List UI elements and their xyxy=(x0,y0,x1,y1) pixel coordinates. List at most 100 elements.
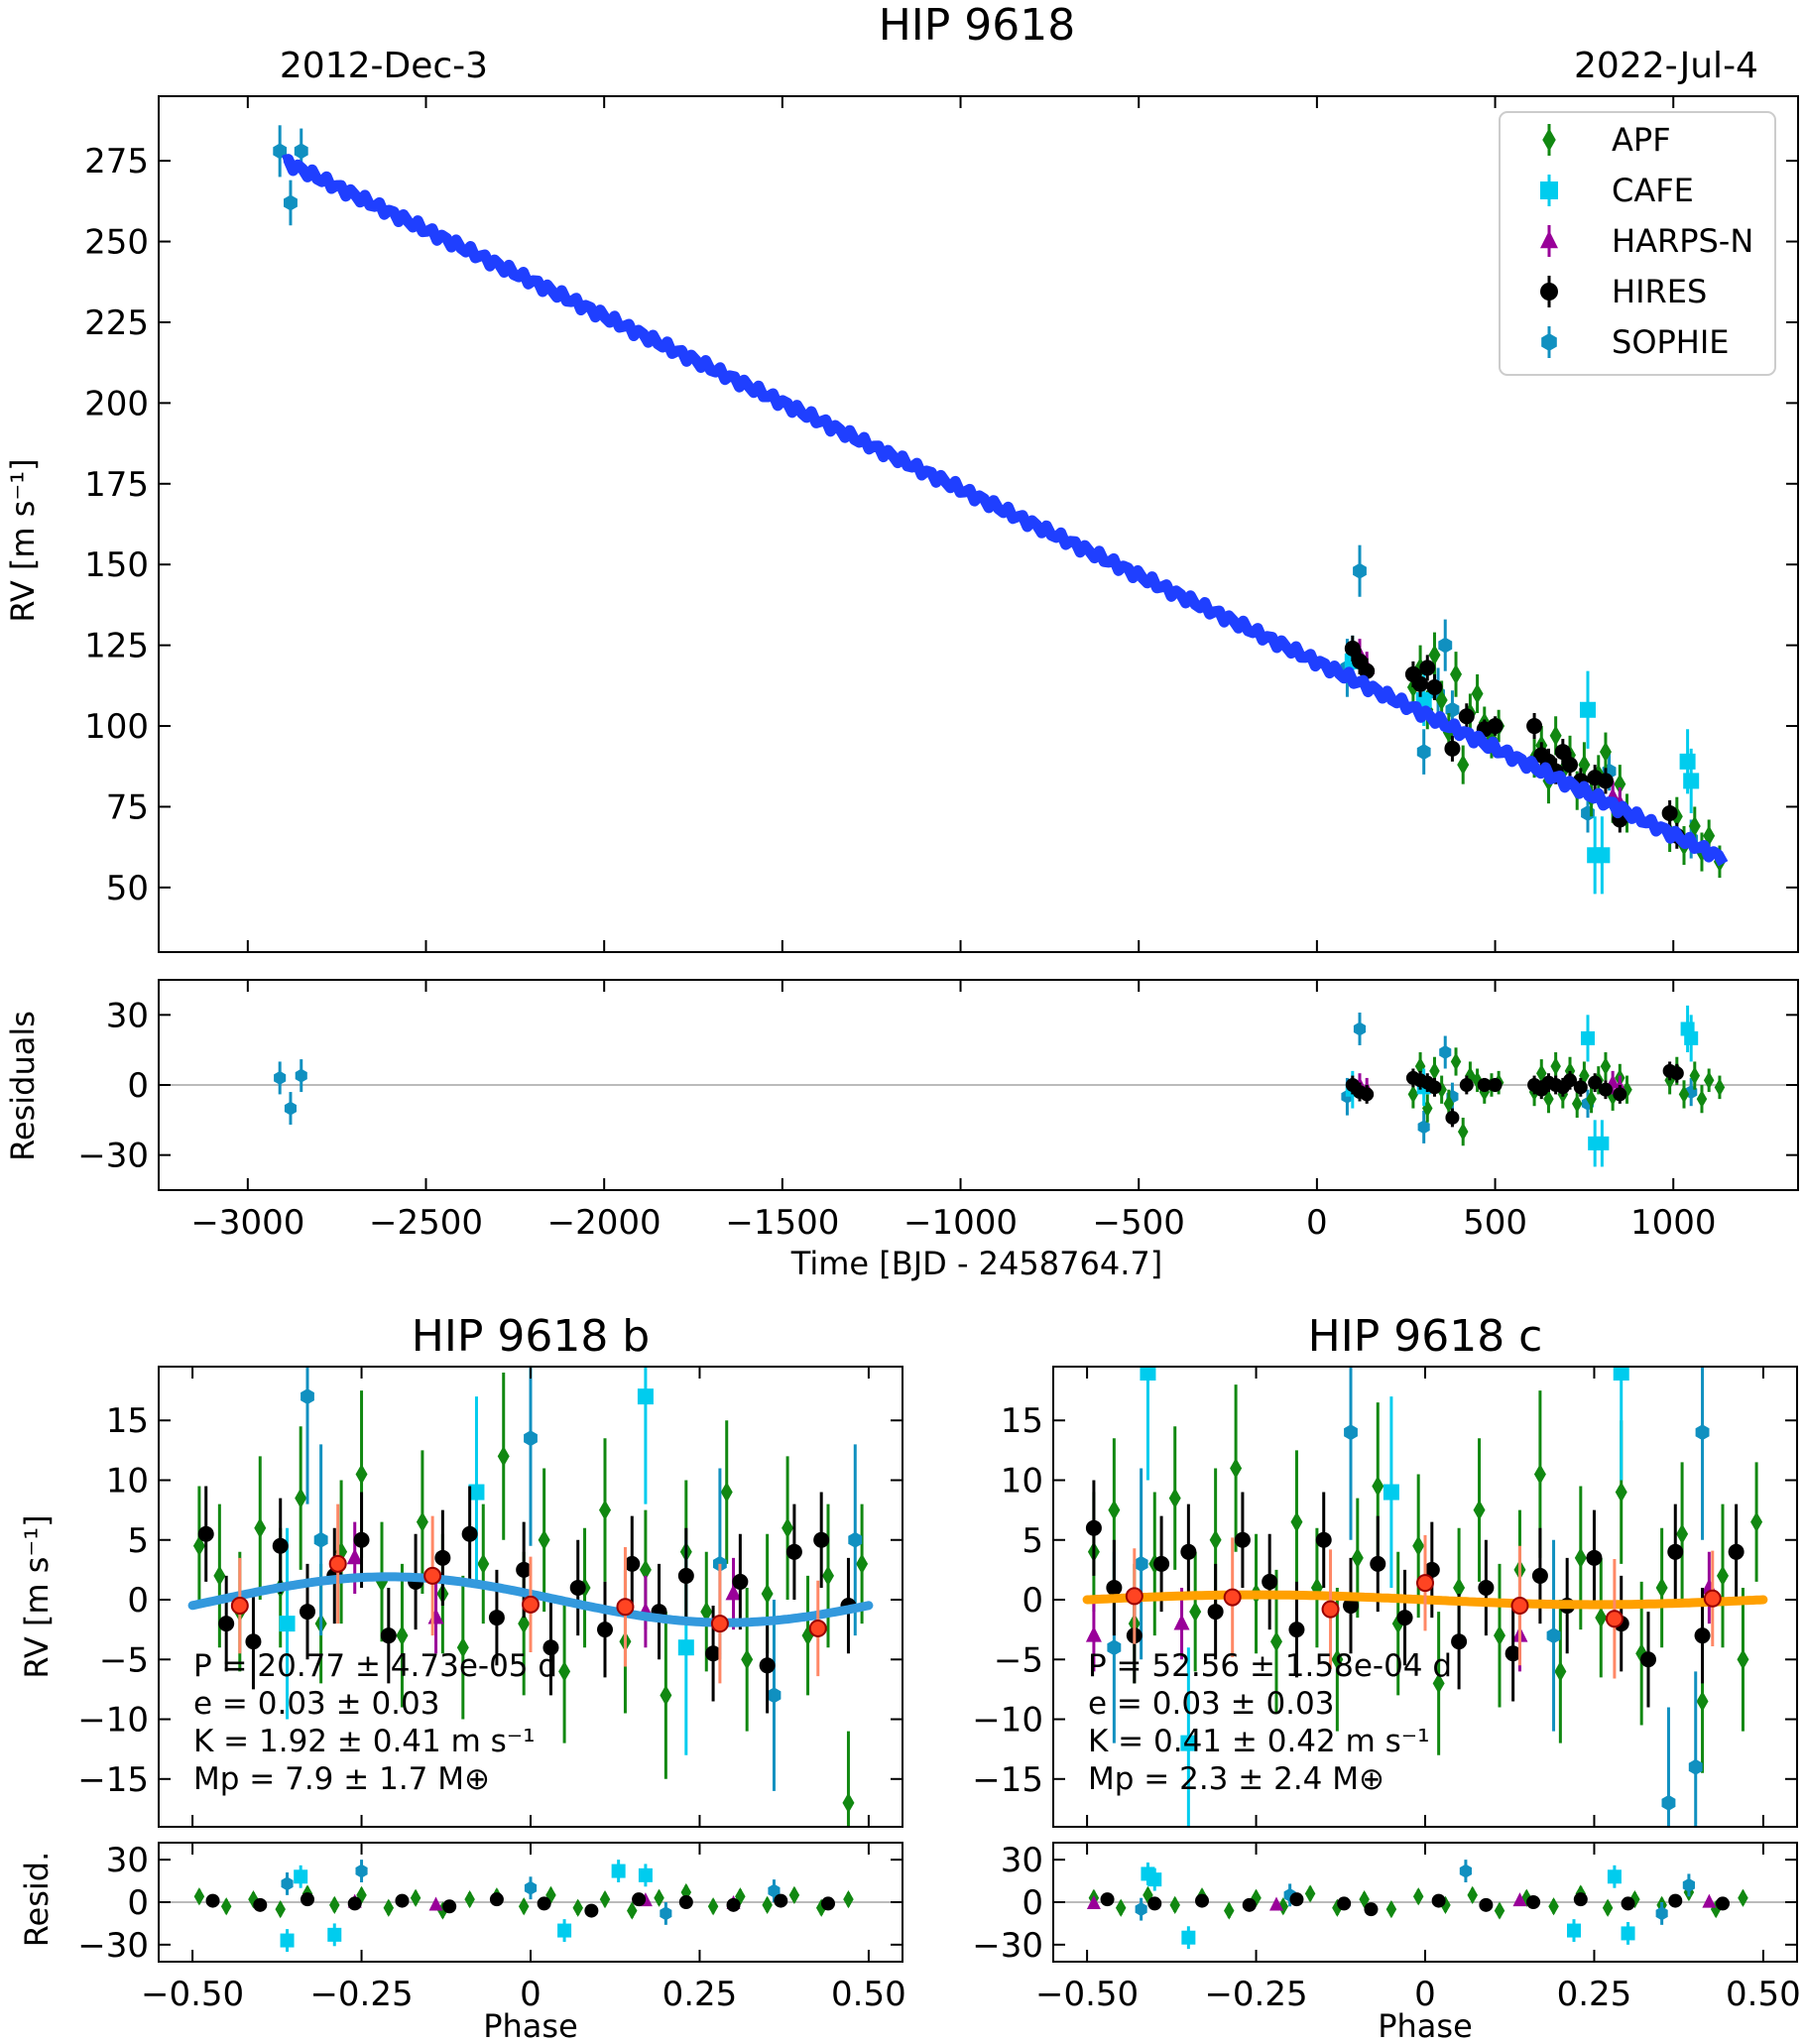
data-point xyxy=(1450,1052,1462,1071)
ticks: −3000 −2500 −2000 −1500 −1000 −500 0 500 1000 −30… xyxy=(77,980,1798,1243)
axes-frame xyxy=(158,95,1799,953)
x-tick-label: 0 xyxy=(520,1975,542,2014)
data-point xyxy=(1269,1896,1283,1911)
data-point xyxy=(1543,1090,1554,1109)
x-tick-label: 0.50 xyxy=(1726,1975,1801,2014)
data-point xyxy=(1598,1082,1613,1097)
y-tick-label: −10 xyxy=(972,1701,1043,1741)
data-point xyxy=(632,1892,647,1907)
y-tick-label: 75 xyxy=(106,787,149,827)
data-point xyxy=(329,1895,340,1914)
x-tick-label: 0.50 xyxy=(831,1975,906,2014)
y-tick-label: 0 xyxy=(1022,1883,1043,1923)
y-tick-label: −15 xyxy=(77,1760,149,1800)
date-start-label: 2012-Dec-3 xyxy=(280,46,488,86)
binned-point xyxy=(1605,1610,1624,1628)
data-point xyxy=(248,1890,259,1909)
data-point xyxy=(1688,815,1701,837)
data-point xyxy=(1270,1630,1282,1652)
phase-b-panel: −15 −10 −5 0 5 10 15 xyxy=(77,1366,903,1828)
legend-marker-cafe xyxy=(1540,181,1558,199)
data-point xyxy=(1655,1577,1668,1599)
planet-c-period: P = 52.56 ± 1.58e-04 d xyxy=(1088,1648,1452,1684)
data-point xyxy=(1209,1529,1222,1551)
data-point xyxy=(295,1488,307,1508)
plot-area xyxy=(193,1860,854,1952)
data-point xyxy=(678,1895,693,1909)
legend-markers xyxy=(1540,124,1558,358)
data-point xyxy=(524,1430,538,1447)
data-point xyxy=(1337,1896,1352,1911)
data-point xyxy=(1597,773,1614,789)
data-point xyxy=(1085,1625,1102,1642)
data-point xyxy=(272,1537,289,1554)
data-point xyxy=(1234,1531,1251,1548)
legend-label-apf: APF xyxy=(1612,121,1671,159)
data-point xyxy=(1343,1598,1359,1615)
data-point xyxy=(660,1685,672,1706)
data-point xyxy=(1683,773,1700,789)
x-tick-label: 0 xyxy=(1414,1975,1436,2014)
data-point xyxy=(1714,1078,1726,1097)
data-point xyxy=(741,1648,754,1670)
data-point xyxy=(1364,1902,1379,1917)
legend-box xyxy=(1499,111,1776,376)
data-point xyxy=(767,1687,782,1704)
y-tick-label: 125 xyxy=(84,627,149,666)
data-point xyxy=(347,1896,362,1911)
data-point xyxy=(1717,1565,1729,1587)
data-point xyxy=(700,1601,713,1623)
data-point xyxy=(639,1559,652,1581)
data-point xyxy=(1439,1045,1452,1059)
data-point xyxy=(1549,725,1562,747)
data-point xyxy=(383,1898,395,1917)
data-point xyxy=(654,1888,664,1907)
plot-area xyxy=(274,1005,1726,1167)
data-point xyxy=(821,1896,835,1911)
model-curve xyxy=(282,154,1729,867)
data-point xyxy=(416,1511,428,1533)
data-point xyxy=(611,1864,626,1878)
data-point xyxy=(1428,644,1441,665)
data-point xyxy=(761,1583,774,1605)
x-tick-label: 0.25 xyxy=(662,1975,738,2014)
data-point xyxy=(1435,689,1448,711)
data-point xyxy=(1385,1900,1397,1919)
binned-point xyxy=(616,1598,635,1617)
data-point xyxy=(1419,660,1436,676)
data-point xyxy=(1195,1893,1209,1908)
data-point xyxy=(584,1903,599,1918)
data-point xyxy=(380,1627,397,1644)
data-point xyxy=(1230,1458,1243,1479)
data-point xyxy=(1426,678,1443,695)
rv-axis-label: RV [m s⁻¹] xyxy=(4,458,42,622)
data-point xyxy=(1169,1895,1180,1914)
data-point xyxy=(1353,562,1367,579)
data-point xyxy=(1147,1896,1162,1911)
data-point xyxy=(355,1464,368,1485)
x-tick-label: −1000 xyxy=(903,1203,1018,1243)
binned-point xyxy=(710,1615,729,1633)
data-point xyxy=(1471,683,1484,704)
data-point xyxy=(597,1622,613,1638)
data-point xyxy=(1494,1624,1505,1646)
data-point xyxy=(1180,1735,1197,1751)
binned-point xyxy=(1321,1600,1340,1619)
y-tick-label: 30 xyxy=(106,996,149,1035)
data-point xyxy=(1667,1543,1684,1560)
data-point xyxy=(842,1792,855,1814)
data-point xyxy=(1459,1078,1474,1092)
series-sophie xyxy=(1135,1860,1695,1925)
data-point xyxy=(732,1573,749,1590)
data-point xyxy=(1432,1672,1445,1694)
data-point xyxy=(1450,663,1463,685)
y-tick-label: −5 xyxy=(99,1640,149,1680)
data-point xyxy=(1574,1547,1587,1569)
data-point xyxy=(1277,1897,1289,1916)
x-tick-label: 500 xyxy=(1463,1203,1527,1243)
data-point xyxy=(294,1869,308,1884)
y-tick-label: 5 xyxy=(127,1521,149,1561)
series-harps-n xyxy=(1086,1892,1717,1911)
data-point xyxy=(1586,1090,1597,1109)
